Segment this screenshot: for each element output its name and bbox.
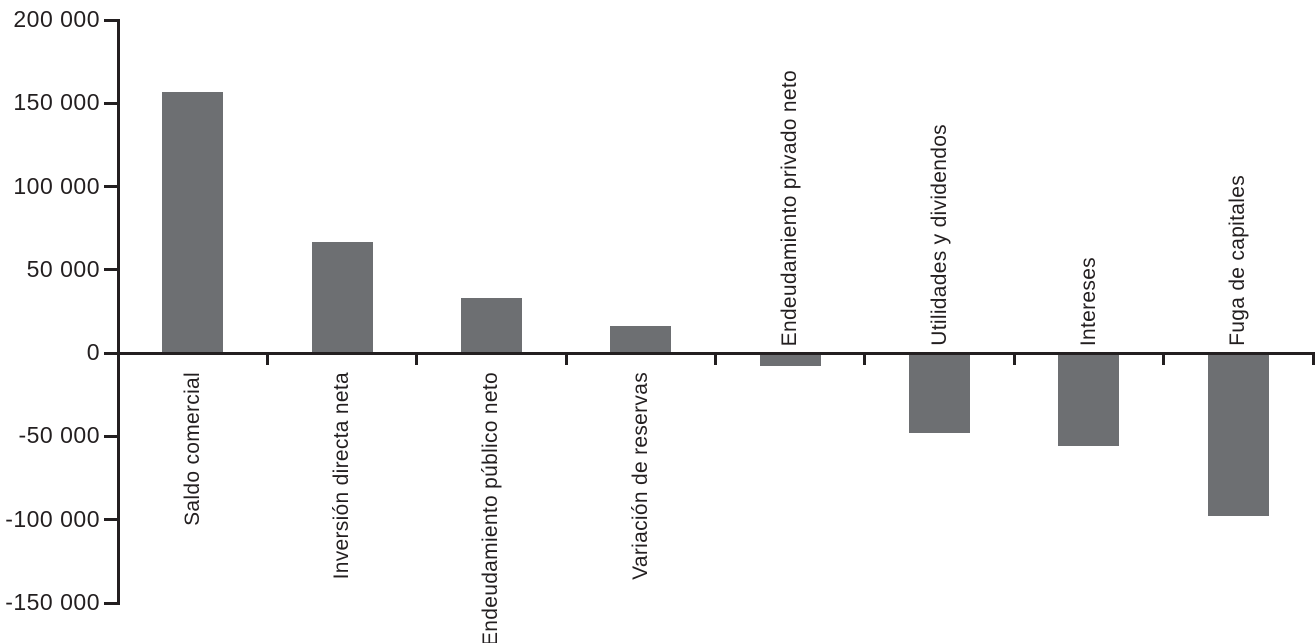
y-tick-label: -50 000 — [18, 422, 100, 449]
category-label: Saldo comercial — [180, 372, 204, 527]
category-label: Inversión directa neta — [330, 372, 354, 580]
bar-7 — [1058, 353, 1120, 447]
x-tick — [714, 351, 717, 365]
x-tick — [415, 351, 419, 365]
y-tick — [104, 518, 118, 522]
category-label: Fuga de capitales — [1226, 175, 1250, 347]
y-tick-label: 100 000 — [13, 172, 100, 199]
x-tick — [1012, 351, 1016, 365]
x-tick — [1311, 351, 1315, 365]
bar-2 — [311, 241, 373, 354]
bar-6 — [909, 353, 971, 434]
x-tick — [564, 351, 568, 365]
x-tick — [863, 351, 867, 365]
y-tick-label: -150 000 — [5, 589, 100, 615]
category-label: Endeudamiento público neto — [479, 372, 503, 643]
y-axis — [116, 18, 120, 605]
category-label: Variación de reservas — [628, 372, 652, 580]
y-tick-label: 150 000 — [13, 89, 100, 116]
y-tick — [104, 18, 118, 22]
y-tick — [104, 601, 118, 605]
category-label: Utilidades y dividendos — [927, 124, 951, 347]
y-tick-label: 0 — [86, 339, 100, 366]
bar-8 — [1207, 353, 1269, 517]
bar-1 — [162, 91, 224, 354]
bar-3 — [460, 298, 522, 354]
y-tick-label: 50 000 — [26, 255, 100, 282]
bar-5 — [759, 353, 821, 366]
y-tick-label: 200 000 — [13, 6, 100, 32]
category-label: Intereses — [1076, 257, 1100, 347]
y-tick — [104, 101, 118, 105]
y-tick — [104, 268, 118, 272]
x-tick — [1162, 351, 1166, 365]
y-tick — [104, 185, 118, 189]
category-label: Endeudamiento privado neto — [778, 69, 802, 347]
x-axis-zero-line — [104, 351, 1315, 355]
y-tick-label: -100 000 — [5, 505, 100, 532]
y-tick — [104, 351, 118, 355]
x-tick — [265, 351, 269, 365]
y-tick — [104, 434, 118, 438]
bar-4 — [610, 326, 672, 354]
